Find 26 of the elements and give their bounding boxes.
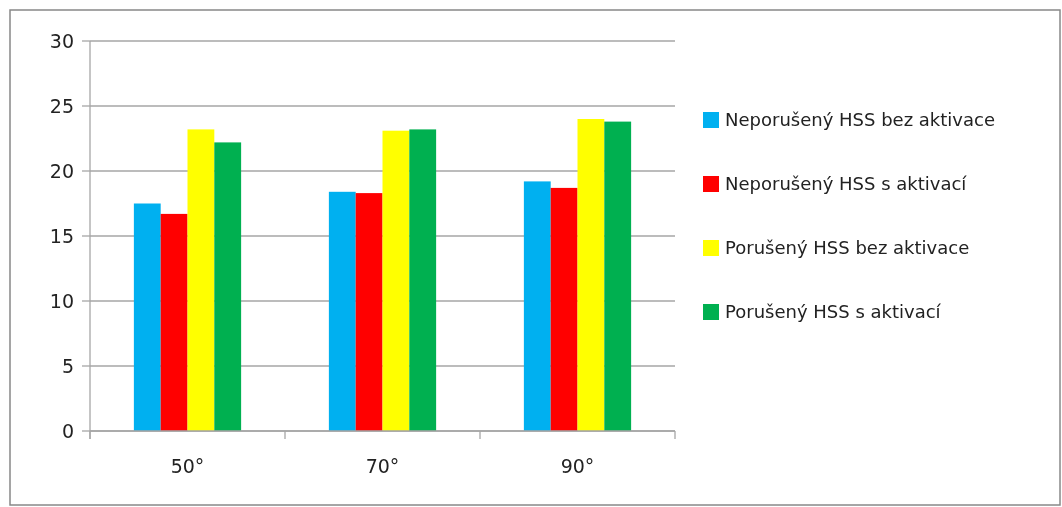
legend-label: Neporušený HSS bez aktivace [725, 109, 995, 131]
legend-label: Porušený HSS s aktivací [725, 301, 942, 323]
x-tick-label: 90° [560, 455, 595, 477]
bar [187, 129, 215, 431]
x-tick-label: 70° [365, 455, 400, 477]
y-tick-label: 20 [49, 159, 74, 182]
y-tick-label: 10 [49, 289, 74, 312]
bar [355, 193, 383, 431]
bar [214, 142, 242, 431]
bar [550, 187, 578, 431]
y-tick-label: 5 [61, 354, 74, 377]
bar [133, 203, 161, 431]
legend-label: Porušený HSS bez aktivace [725, 237, 970, 259]
bar [328, 191, 356, 431]
legend-label: Neporušený HSS s aktivací [725, 173, 968, 195]
y-tick-label: 30 [49, 29, 74, 52]
y-tick-label: 25 [49, 94, 74, 117]
y-tick-label: 0 [61, 419, 74, 442]
x-tick-label: 50° [170, 455, 205, 477]
bar [382, 130, 410, 431]
bar [160, 213, 188, 431]
bar [604, 121, 632, 431]
bar [409, 129, 437, 431]
bar [523, 181, 551, 431]
y-tick-label: 15 [49, 224, 74, 247]
bar [577, 119, 605, 431]
